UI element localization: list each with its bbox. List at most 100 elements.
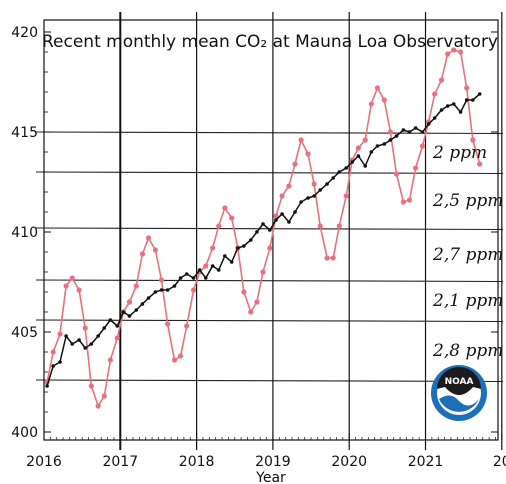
y-axis-ticks: 400 405 410 415 420 (11, 25, 498, 441)
monthly-point (273, 213, 279, 219)
y-tick-label: 410 (11, 225, 38, 241)
logo-text: NOAA (445, 377, 474, 387)
monthly-point (393, 171, 400, 177)
trend-point (121, 310, 126, 314)
trend-point (64, 334, 68, 338)
trend-point (318, 188, 323, 192)
monthly-point (292, 161, 298, 167)
trend-point (458, 110, 463, 114)
trend-point (432, 116, 437, 120)
monthly-point (210, 245, 216, 251)
monthly-point (438, 77, 445, 83)
monthly-point (133, 283, 139, 289)
logo-wave-icon (439, 395, 479, 412)
monthly-point (419, 143, 426, 149)
trend-point (268, 228, 272, 232)
x-tick-label: 2017 (102, 454, 138, 470)
y-tick-label: 415 (11, 125, 38, 141)
monthly-point (69, 275, 75, 281)
monthly-point (126, 299, 133, 305)
trend-point (312, 194, 316, 198)
monthly-point (260, 269, 266, 275)
trend-point (210, 264, 215, 268)
trend-point (184, 272, 189, 276)
trend-point (274, 218, 278, 222)
monthly-point (241, 289, 247, 295)
ppm-annotation: 2,5 ppm (432, 191, 503, 211)
monthly-point (95, 403, 101, 409)
monthly-point (158, 277, 165, 283)
x-axis-ticks: 2016 2017 2018 2019 2020 2021 20 (26, 433, 506, 470)
trend-point (337, 170, 342, 174)
monthly-point (248, 309, 254, 315)
monthly-point (324, 255, 330, 261)
trend-point (471, 98, 475, 102)
series-layer (44, 47, 483, 409)
trend-point (51, 364, 55, 368)
noaa-logo: NOAA (431, 365, 487, 421)
x-tick-label: 20 (493, 454, 506, 470)
x-tick-label: 2021 (408, 454, 444, 470)
trend-point (255, 230, 259, 234)
trend-point (223, 254, 227, 258)
monthly-point (184, 323, 190, 329)
trend-point (464, 98, 469, 102)
trend-point (299, 200, 303, 204)
trend-point (280, 212, 284, 216)
x-tick-label: 2018 (179, 454, 215, 470)
monthly-point (400, 199, 406, 205)
trend-point (89, 342, 94, 346)
trend-point (369, 150, 374, 154)
monthly-point (165, 321, 171, 327)
trend-point (197, 268, 202, 272)
trend-point (242, 244, 246, 248)
monthly-point (374, 85, 381, 91)
ppm-annotation: 2,8 ppm (432, 341, 503, 361)
monthly-point (63, 283, 69, 289)
trend-point (134, 308, 139, 312)
monthly-point (216, 223, 222, 229)
trend-point (248, 238, 253, 242)
trend-point (293, 210, 297, 214)
monthly-point (88, 383, 94, 389)
ruled-line (35, 279, 504, 283)
trend-point (477, 92, 482, 96)
trend-point (350, 160, 355, 164)
monthly-point (412, 165, 419, 171)
monthly-point (57, 331, 63, 337)
monthly-point (355, 145, 361, 151)
x-tick-label: 2019 (255, 454, 291, 470)
trend-point (401, 128, 406, 132)
monthly-point (305, 151, 311, 157)
trend-point (325, 182, 329, 186)
trend-point (420, 130, 425, 134)
trend-point (159, 288, 164, 292)
trend-point (191, 276, 196, 280)
monthly-point (432, 91, 438, 97)
monthly-point (50, 349, 56, 355)
trend-point (382, 142, 387, 146)
monthly-point (470, 137, 476, 143)
trend-point (439, 108, 444, 112)
monthly-point (464, 85, 470, 91)
plot-frame (43, 19, 499, 441)
x-axis-label: Year (255, 470, 286, 484)
monthly-point (317, 223, 323, 229)
trend-point (407, 130, 412, 134)
x-tick-label: 2016 (26, 454, 62, 470)
ppm-annotation: 2 ppm (432, 143, 487, 163)
ruled-line (35, 171, 504, 175)
trend-line (46, 93, 481, 387)
monthly-point (82, 325, 88, 331)
trend-point (146, 296, 151, 300)
monthly-point (139, 251, 146, 257)
trend-point (451, 102, 456, 106)
chart-title: Recent monthly mean CO₂ at Mauna Loa Obs… (42, 32, 498, 52)
trend-point (77, 338, 81, 342)
monthly-point (387, 129, 394, 135)
monthly-point (177, 353, 184, 359)
trend-point (203, 276, 208, 280)
trend-point (70, 342, 75, 346)
monthly-point (222, 205, 228, 211)
